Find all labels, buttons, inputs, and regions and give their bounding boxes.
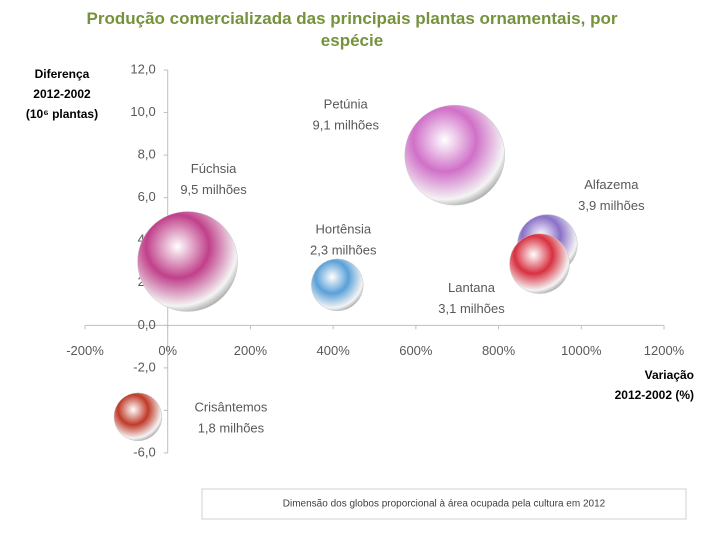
bubble-name: Alfazema (584, 177, 639, 192)
bubble-label: 2,3 milhões (310, 242, 377, 257)
bubble-name: Crisântemos (194, 399, 267, 414)
y-axis-title: 2012-2002 (33, 87, 91, 101)
x-axis-title: Variação (645, 368, 694, 382)
y-tick-label: -2,0 (133, 359, 155, 374)
x-tick-label: 0% (158, 343, 177, 358)
x-tick-label: 200% (234, 343, 268, 358)
x-tick-label: 800% (482, 343, 516, 358)
y-tick-label: 6,0 (138, 189, 156, 204)
bubble-label: 3,9 milhões (578, 198, 645, 213)
x-tick-label: -200% (66, 343, 104, 358)
bubble-label: 3,1 milhões (438, 301, 505, 316)
y-tick-label: -6,0 (133, 444, 155, 459)
note: Dimensão dos globos proporcional à área … (283, 499, 606, 510)
x-tick-label: 1200% (644, 343, 685, 358)
bubble-label: 9,1 milhões (312, 118, 379, 133)
x-tick-label: 600% (399, 343, 433, 358)
y-axis-title: (10⁶ plantas) (26, 107, 98, 121)
bubble (510, 234, 570, 294)
y-tick-label: 8,0 (138, 147, 156, 162)
bubble-label: 9,5 milhões (180, 182, 247, 197)
bubble-name: Lantana (448, 280, 496, 295)
chart-title: Produção comercializada das principais p… (87, 9, 618, 50)
bubble (311, 259, 363, 311)
x-tick-label: 400% (317, 343, 351, 358)
x-axis-title: 2012-2002 (%) (615, 388, 694, 402)
y-tick-label: 0,0 (138, 317, 156, 332)
bubble (114, 393, 162, 441)
bubble-name: Petúnia (324, 97, 369, 112)
y-tick-label: 12,0 (130, 61, 155, 76)
x-tick-label: 1000% (561, 343, 602, 358)
bubble (405, 105, 505, 205)
bubble (138, 212, 238, 312)
y-axis-title: Diferença (35, 67, 90, 81)
chart: Produção comercializada das principais p… (0, 0, 701, 529)
bubble-name: Hortênsia (315, 221, 371, 236)
bubble-name: Fúchsia (191, 161, 237, 176)
bubble-label: 1,8 milhões (198, 420, 265, 435)
y-tick-label: 10,0 (130, 104, 155, 119)
